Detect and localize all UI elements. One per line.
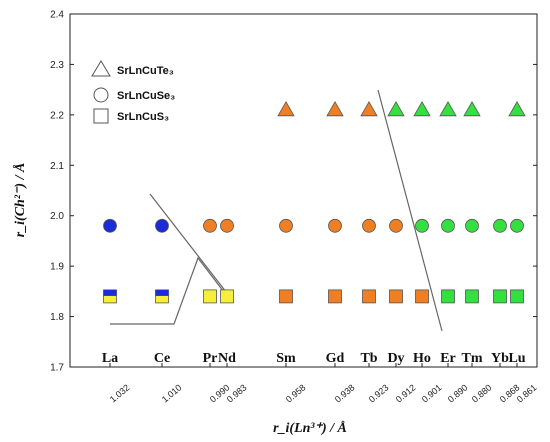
element-label-tb: Tb: [360, 351, 377, 366]
square-fill: [415, 289, 429, 304]
radius-label-gd: 0.938: [333, 382, 357, 404]
radius-label-sm: 0.958: [284, 382, 308, 404]
y-tick-label: 1.8: [50, 312, 64, 323]
legend-square-icon: [93, 108, 109, 124]
circle-point-tm: [465, 218, 479, 233]
triangle-point-tb: [360, 101, 378, 117]
circle-point-ce: [155, 218, 169, 233]
element-label-yb: Yb: [491, 351, 509, 366]
square-point-lu: [510, 289, 524, 304]
trend-line-la-nd: [110, 256, 228, 325]
square-fill: [328, 289, 342, 304]
data-points: [103, 101, 526, 304]
element-label-er: Er: [440, 351, 456, 366]
radius-label-ce: 1.010: [160, 382, 184, 404]
element-label-lu: Lu: [508, 351, 525, 366]
square-point-dy: [389, 289, 403, 304]
chart-frame: [69, 13, 538, 368]
y-tick-label: 1.9: [50, 262, 64, 273]
triangle-point-tm: [463, 101, 481, 117]
square-top-half: [103, 289, 117, 296]
trend-line-tb-ho: [377, 89, 443, 332]
square-fill: [510, 289, 524, 304]
circle-point-ho: [415, 218, 429, 233]
element-label-tm: Tm: [462, 351, 483, 366]
triangle-point-er: [439, 101, 457, 117]
trend-lines: [110, 89, 443, 332]
triangle-point-ho: [413, 101, 431, 117]
square-point-ho: [415, 289, 429, 304]
circle-point-nd: [220, 218, 234, 233]
radius-label-tm: 0.880: [470, 382, 494, 404]
y-tick-label: 2.1: [50, 161, 64, 172]
square-point-la: [103, 289, 117, 304]
y-tick-label: 1.7: [50, 363, 64, 374]
legend-label-triangle: SrLnCuTe₃: [117, 65, 174, 77]
axis-titles: r_i(Ch²⁻) / Å r_i(Ln³⁺) / Å: [12, 163, 347, 436]
square-top-half: [155, 289, 169, 296]
y-tick-label: 2.2: [50, 110, 64, 121]
square-fill: [493, 289, 507, 304]
square-fill: [279, 289, 293, 304]
circle-point-er: [441, 218, 455, 233]
radius-label-dy: 0.912: [394, 382, 418, 404]
legend: SrLnCuTe₃ SrLnCuSe₃ SrLnCuS₃: [91, 60, 175, 124]
square-point-nd: [220, 289, 234, 304]
circle-point-yb: [493, 218, 507, 233]
y-tick-label: 2.4: [50, 10, 64, 21]
element-label-nd: Nd: [218, 351, 236, 366]
radius-label-lu: 0.861: [515, 382, 539, 404]
square-fill: [441, 289, 455, 304]
square-fill: [465, 289, 479, 304]
square-fill: [389, 289, 403, 304]
radius-label-ho: 0.901: [420, 382, 444, 404]
square-point-tm: [465, 289, 479, 304]
circle-point-dy: [389, 218, 403, 233]
element-label-gd: Gd: [326, 351, 345, 366]
square-point-gd: [328, 289, 342, 304]
element-label-ho: Ho: [413, 351, 431, 366]
legend-label-square: SrLnCuS₃: [117, 111, 169, 123]
triangle-point-dy: [387, 101, 405, 117]
square-point-sm: [279, 289, 293, 304]
radius-label-er: 0.890: [446, 382, 470, 404]
x-axis-labels: La1.032Ce1.010Pr0.990Nd0.983Sm0.958Gd0.9…: [102, 351, 539, 405]
circle-point-la: [103, 218, 117, 233]
square-point-ce: [155, 289, 169, 304]
circle-point-sm: [279, 218, 293, 233]
circle-point-tb: [362, 218, 376, 233]
y-axis: 1.7 1.8 1.9 2.0 2.1 2.2 2.3 2.4: [50, 10, 537, 374]
circle-point-gd: [328, 218, 342, 233]
circle-point-lu: [510, 218, 524, 233]
square-fill: [220, 289, 234, 304]
triangle-point-sm: [277, 101, 295, 117]
radius-label-la: 1.032: [108, 382, 132, 404]
square-point-pr: [203, 289, 217, 304]
x-axis-title: r_i(Ln³⁺) / Å: [273, 420, 347, 436]
square-point-er: [441, 289, 455, 304]
trend-line-ce-nd: [149, 193, 231, 298]
square-fill: [203, 289, 217, 304]
plot-frame: [69, 13, 538, 368]
y-tick-label: 2.3: [50, 60, 64, 71]
element-label-la: La: [102, 351, 118, 366]
element-label-pr: Pr: [203, 351, 218, 366]
y-tick-label: 2.0: [50, 211, 64, 222]
element-label-sm: Sm: [276, 351, 296, 366]
square-point-yb: [493, 289, 507, 304]
element-label-dy: Dy: [387, 351, 404, 366]
square-point-tb: [362, 289, 376, 304]
legend-triangle-icon: [91, 60, 111, 77]
triangle-point-gd: [326, 101, 344, 117]
legend-circle-icon: [93, 87, 109, 103]
radius-label-nd: 0.983: [225, 382, 249, 404]
circle-point-pr: [203, 218, 217, 233]
radius-label-tb: 0.923: [367, 382, 391, 404]
element-label-ce: Ce: [154, 351, 170, 366]
y-axis-title: r_i(Ch²⁻) / Å: [12, 163, 28, 238]
triangle-point-lu: [508, 101, 526, 117]
legend-label-circle: SrLnCuSe₃: [117, 90, 175, 102]
square-fill: [362, 289, 376, 304]
